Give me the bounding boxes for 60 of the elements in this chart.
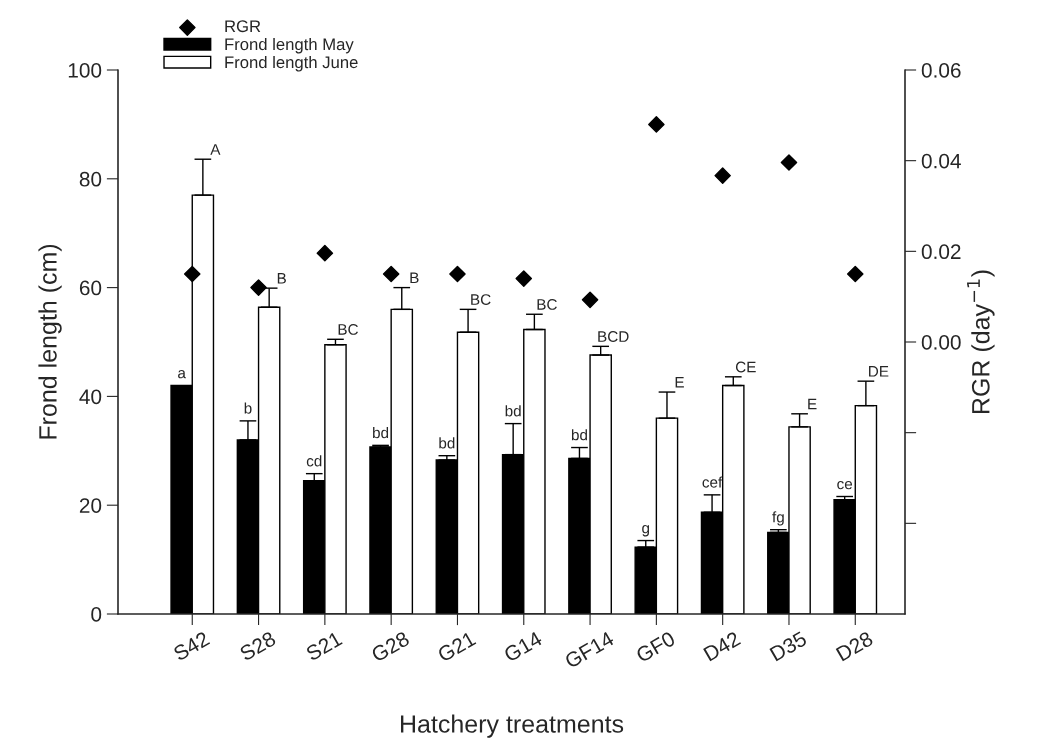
point xyxy=(183,265,201,283)
data-label: bd xyxy=(571,429,587,441)
y-axis-title: Frond length (cm) xyxy=(38,244,62,439)
x-tick-label: G14 xyxy=(503,630,544,663)
point xyxy=(316,244,334,262)
legend-label: Frond length June xyxy=(225,55,358,72)
x-tick-label: S28 xyxy=(238,630,277,662)
x-tick-label: D35 xyxy=(769,630,808,662)
x-tick-label: D28 xyxy=(835,630,874,662)
data-label: fg xyxy=(772,511,784,526)
point xyxy=(449,265,466,283)
y-tick-label: 20 xyxy=(79,498,102,513)
data-label: bd xyxy=(439,437,455,449)
y-tick-label: 40 xyxy=(79,389,102,405)
y2-tick-label: 0.00 xyxy=(921,335,961,350)
point xyxy=(648,116,665,133)
x-tick-label: GF14 xyxy=(563,630,615,669)
legend-label: RGR xyxy=(225,20,261,33)
data-label: bd xyxy=(505,405,521,417)
data-label: b xyxy=(244,402,252,414)
data-label: cef xyxy=(702,476,723,488)
y-tick-label: 0 xyxy=(91,607,102,622)
data-label: DE xyxy=(869,366,889,377)
y-tick-label: 60 xyxy=(79,280,102,296)
x-tick-label: S42 xyxy=(172,630,211,662)
data-label: BC xyxy=(338,324,358,335)
y2-tick-label: 0.06 xyxy=(921,63,961,78)
data-label: ce xyxy=(837,480,853,490)
legend-label: Frond length May xyxy=(225,37,354,54)
data-label: a xyxy=(178,369,186,379)
x-tick-label: G21 xyxy=(436,630,477,663)
point xyxy=(581,291,599,309)
y2-axis-title: RGR (day$^{−1}$) xyxy=(967,270,995,414)
data-label: bd xyxy=(373,426,389,439)
data-label: CE xyxy=(735,361,756,373)
y-tick-label: 100 xyxy=(68,63,102,78)
data-label: BC xyxy=(537,299,557,310)
data-label: E xyxy=(675,376,684,388)
point xyxy=(250,279,267,296)
point xyxy=(714,167,731,184)
data-label: g xyxy=(642,525,650,537)
point xyxy=(515,270,533,287)
x-tick-label: G28 xyxy=(370,630,411,663)
data-label: E xyxy=(808,398,817,410)
point xyxy=(846,265,864,283)
y-tick-label: 80 xyxy=(79,171,102,187)
data-label: cd xyxy=(306,455,322,467)
point xyxy=(780,154,798,171)
x-tick-label: S21 xyxy=(305,630,343,662)
data-label: B xyxy=(410,272,419,284)
x-tick-label: GF0 xyxy=(635,630,677,663)
y2-tick-label: 0.02 xyxy=(921,244,961,260)
data-label: B xyxy=(277,273,286,284)
data-label: A xyxy=(210,144,221,155)
x-axis-title: Hatchery treatments xyxy=(401,714,624,738)
x-tick-label: D42 xyxy=(703,630,742,662)
point xyxy=(382,265,400,283)
data-label: BC xyxy=(471,294,491,305)
data-label: BCD xyxy=(598,331,629,342)
y2-tick-label: 0.04 xyxy=(921,153,961,169)
